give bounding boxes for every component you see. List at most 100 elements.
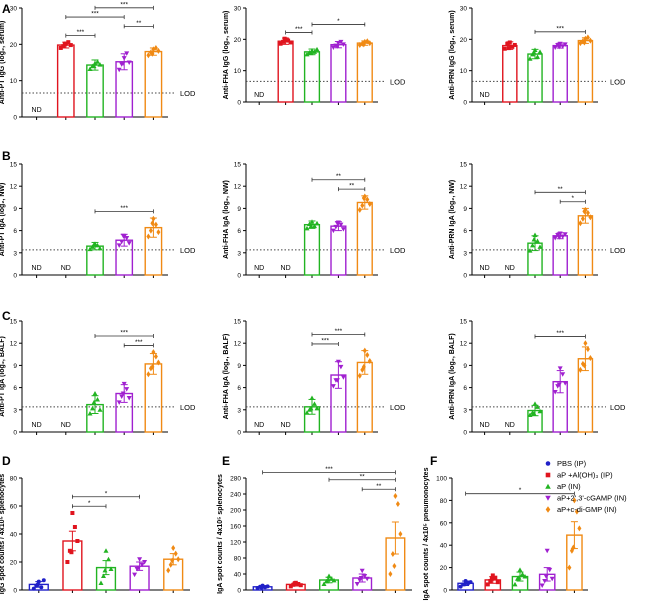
y-tick-label: 6 <box>13 385 17 392</box>
data-point <box>582 362 587 369</box>
y-tick-label: 9 <box>13 206 17 213</box>
chart-panel-c3: 0 3 6 9 12 15 Anti-PRN IgA (log₂, BALF) LOD ND ND… <box>449 319 626 437</box>
y-tick-label: 100 <box>436 476 447 483</box>
data-point <box>358 576 364 581</box>
y-tick-label: 9 <box>237 363 241 370</box>
data-point <box>101 573 106 578</box>
chart-panel-c2: 0 3 6 9 12 15 Anti-FHA IgA (log₂, BALF) LOD ND ND… <box>223 319 406 437</box>
data-point <box>502 46 507 51</box>
lod-label: LOD <box>180 246 196 255</box>
data-point <box>66 40 71 45</box>
nd-label: ND <box>480 265 490 272</box>
data-point <box>583 340 588 347</box>
significance-label: *** <box>556 330 564 337</box>
data-point <box>97 407 103 412</box>
data-point <box>153 221 158 228</box>
significance-label: * <box>337 18 340 25</box>
bar <box>502 44 518 103</box>
nd-label: ND <box>254 265 264 272</box>
y-tick-label: 80 <box>10 476 18 483</box>
significance-label: *** <box>295 26 303 33</box>
data-point <box>58 45 63 50</box>
data-point <box>537 408 543 414</box>
data-point <box>388 571 393 577</box>
data-point <box>329 576 334 581</box>
data-point <box>488 579 493 584</box>
y-tick-label: 40 <box>234 572 242 579</box>
legend-marker <box>545 461 551 466</box>
y-tick-label: 280 <box>230 476 241 483</box>
y-tick-label: 0 <box>237 588 241 595</box>
chart-panel-a3: 0 10 20 30 Anti-PRN IgG (log₂, serum) LOD ND **… <box>449 6 626 107</box>
data-point <box>288 40 293 45</box>
data-point <box>585 346 590 353</box>
data-point <box>462 582 467 587</box>
data-point <box>288 584 293 589</box>
data-point <box>75 539 80 543</box>
nd-label: ND <box>480 92 490 99</box>
panel-letter-a: A <box>2 2 11 16</box>
data-point <box>562 381 568 386</box>
data-point <box>542 579 548 584</box>
data-point <box>116 67 122 73</box>
data-point <box>535 404 540 409</box>
data-point <box>530 242 535 248</box>
data-point <box>577 525 582 532</box>
data-point <box>298 583 303 588</box>
data-point <box>360 202 365 209</box>
bar <box>144 50 163 118</box>
data-point <box>531 411 537 416</box>
y-tick-label: 9 <box>463 363 467 370</box>
y-tick-label: 30 <box>234 6 242 13</box>
data-point <box>292 581 297 586</box>
legend-marker <box>545 506 551 513</box>
data-point <box>309 395 315 400</box>
data-point <box>69 550 74 555</box>
y-tick-label: 80 <box>234 556 242 563</box>
data-point <box>97 245 103 251</box>
data-point <box>87 411 93 416</box>
data-point <box>304 51 310 57</box>
data-point <box>359 568 365 574</box>
data-point <box>62 42 67 47</box>
data-point <box>286 38 291 43</box>
data-point <box>126 60 132 65</box>
data-point <box>539 583 545 589</box>
y-tick-label: 3 <box>463 250 467 257</box>
y-axis-label: IgA spot counts / 4x10⁵ pneumonocytes <box>423 467 430 600</box>
data-point <box>552 390 558 395</box>
y-tick-label: 6 <box>13 228 17 235</box>
data-point <box>156 359 161 366</box>
significance-label: * <box>572 195 575 202</box>
data-point <box>278 41 283 46</box>
data-point <box>393 493 398 499</box>
y-tick-label: 40 <box>440 543 448 550</box>
data-point <box>392 563 397 569</box>
bar <box>552 44 568 103</box>
y-tick-label: 3 <box>237 250 241 257</box>
data-point <box>146 233 151 240</box>
data-point <box>330 45 336 50</box>
data-point <box>151 349 156 356</box>
significance-label: *** <box>325 466 333 473</box>
data-point <box>314 220 320 226</box>
data-point <box>309 219 315 224</box>
data-point <box>331 577 337 583</box>
y-axis-label: Anti-PRN IgG (log₂, serum) <box>449 10 456 99</box>
data-point <box>312 49 317 54</box>
data-point <box>91 63 97 69</box>
data-point <box>103 548 109 553</box>
y-tick-label: 160 <box>230 524 241 531</box>
data-point <box>308 405 314 411</box>
data-point <box>168 561 173 568</box>
data-point <box>334 221 340 226</box>
data-point <box>531 236 537 242</box>
data-point <box>485 582 490 587</box>
y-tick-label: 10 <box>234 68 242 75</box>
data-point <box>166 567 171 574</box>
nd-label: ND <box>505 265 515 272</box>
y-tick-label: 9 <box>463 206 467 213</box>
y-tick-label: 12 <box>234 184 242 191</box>
data-point <box>552 236 558 241</box>
